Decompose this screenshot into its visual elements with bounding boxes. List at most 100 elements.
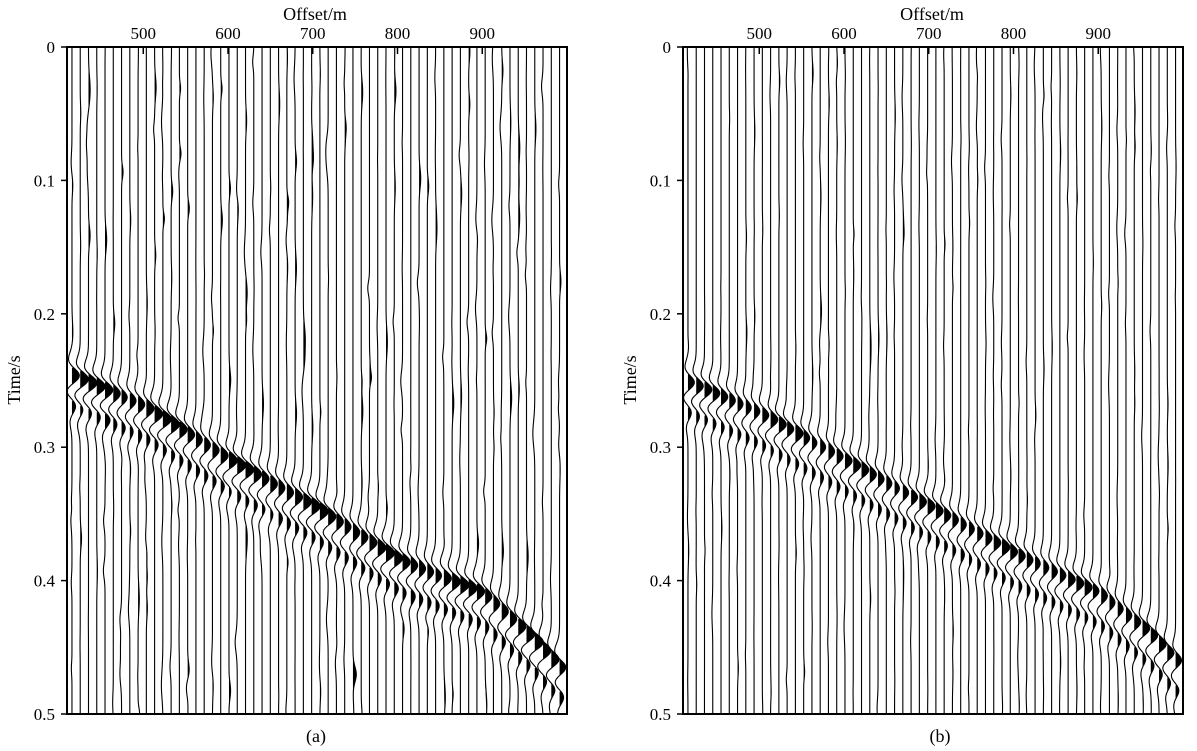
trace-a xyxy=(148,46,164,714)
trace-b xyxy=(690,47,704,714)
trace-b xyxy=(1096,46,1108,715)
trace-fill-a xyxy=(452,607,456,622)
trace-fill-a xyxy=(328,507,336,527)
y-tick-label-b: 0.3 xyxy=(650,438,671,457)
trace-fill-b xyxy=(687,374,695,392)
trace-fill-b xyxy=(1175,685,1179,700)
trace-line-a xyxy=(265,47,278,714)
trace-fill-b xyxy=(1142,620,1150,638)
trace-a xyxy=(215,47,229,714)
trace-line-a xyxy=(231,47,247,714)
trace-fill-a xyxy=(295,248,297,289)
y-axis-title-a: Time/s xyxy=(4,355,24,404)
trace-fill-a xyxy=(369,567,374,583)
trace-a xyxy=(281,46,295,715)
panel-caption-a: (a) xyxy=(306,726,326,747)
trace-line-b xyxy=(781,47,795,714)
trace-b xyxy=(699,47,713,715)
plot-frame-a xyxy=(66,46,568,715)
trace-line-b xyxy=(1029,46,1041,714)
trace-fill-b xyxy=(721,388,728,406)
trace-fill-a xyxy=(352,556,357,573)
trace-fill-a xyxy=(468,579,477,599)
y-tick-label-a: 0 xyxy=(47,38,56,57)
trace-a xyxy=(471,47,486,714)
trace-b xyxy=(956,47,967,714)
trace-line-a xyxy=(339,47,352,714)
trace-fill-a xyxy=(443,569,452,587)
trace-fill-a xyxy=(518,652,522,667)
trace-a xyxy=(66,47,80,714)
trace-fill-a xyxy=(534,667,539,683)
y-tick-label-a: 0.3 xyxy=(34,438,55,457)
trace-line-b xyxy=(873,47,885,715)
trace-a xyxy=(537,47,552,715)
trace-line-b xyxy=(847,47,862,715)
trace-a xyxy=(422,47,435,714)
y-tick-label-a: 0.2 xyxy=(34,305,55,324)
trace-fill-b xyxy=(828,442,835,460)
trace-b xyxy=(839,47,853,714)
trace-fill-a xyxy=(526,660,531,675)
trace-line-b xyxy=(930,47,944,714)
trace-fill-b xyxy=(696,377,704,395)
trace-line-a xyxy=(397,47,411,714)
trace-fill-a xyxy=(452,572,461,592)
trace-b xyxy=(873,47,885,715)
trace-fill-a xyxy=(228,451,238,470)
x-tick-label-a: 700 xyxy=(300,24,326,43)
trace-b xyxy=(856,47,870,714)
trace-a xyxy=(141,47,155,714)
trace-fill-b xyxy=(795,424,803,443)
trace-b xyxy=(1104,47,1116,714)
trace-a xyxy=(339,47,352,714)
trace-line-a xyxy=(462,46,478,714)
trace-a xyxy=(380,46,396,714)
trace-a xyxy=(462,46,478,714)
trace-fill-b xyxy=(1101,586,1108,605)
trace-line-b xyxy=(1113,47,1124,715)
trace-b xyxy=(964,47,975,714)
trace-fill-a xyxy=(419,559,426,578)
trace-a xyxy=(331,47,344,714)
trace-fill-a xyxy=(162,410,172,429)
trace-fill-a xyxy=(129,426,134,441)
trace-a xyxy=(414,47,427,714)
trace-b xyxy=(757,47,770,715)
trace-fill-a xyxy=(460,575,469,595)
trace-line-b xyxy=(1022,47,1034,715)
trace-fill-a xyxy=(427,563,434,581)
trace-line-a xyxy=(349,47,361,715)
trace-a xyxy=(207,46,220,715)
trace-line-b xyxy=(690,47,704,714)
trace-fill-a xyxy=(171,450,175,465)
trace-line-b xyxy=(881,47,893,714)
trace-b xyxy=(823,46,836,714)
trace-a xyxy=(108,47,121,715)
trace-fill-a xyxy=(402,553,411,572)
trace-a xyxy=(305,47,321,714)
trace-fill-a xyxy=(319,502,329,521)
trace-fill-b xyxy=(1002,572,1006,587)
trace-a xyxy=(356,46,369,714)
trace-line-a xyxy=(480,47,493,715)
x-tick-label-b: 700 xyxy=(916,24,942,43)
trace-fill-a xyxy=(460,610,464,626)
trace-fill-a xyxy=(237,456,246,475)
trace-line-a xyxy=(372,47,387,714)
trace-fill-b xyxy=(861,461,869,479)
trace-line-a xyxy=(331,47,344,714)
trace-a xyxy=(512,47,527,715)
trace-line-b xyxy=(864,46,877,714)
trace-fill-a xyxy=(88,374,97,392)
trace-line-a xyxy=(497,46,509,714)
trace-line-b xyxy=(831,46,844,714)
trace-a xyxy=(157,46,172,715)
ticks-a: 500 600 700 800 900 0 0.1 0.2 0.3 0.4 0.5 xyxy=(34,24,495,724)
trace-b xyxy=(707,47,721,714)
trace-fill-b xyxy=(869,499,873,514)
trace-a xyxy=(405,47,419,714)
trace-line-a xyxy=(414,47,427,714)
trace-line-a xyxy=(389,46,404,714)
plot-frame-b xyxy=(682,46,1184,715)
